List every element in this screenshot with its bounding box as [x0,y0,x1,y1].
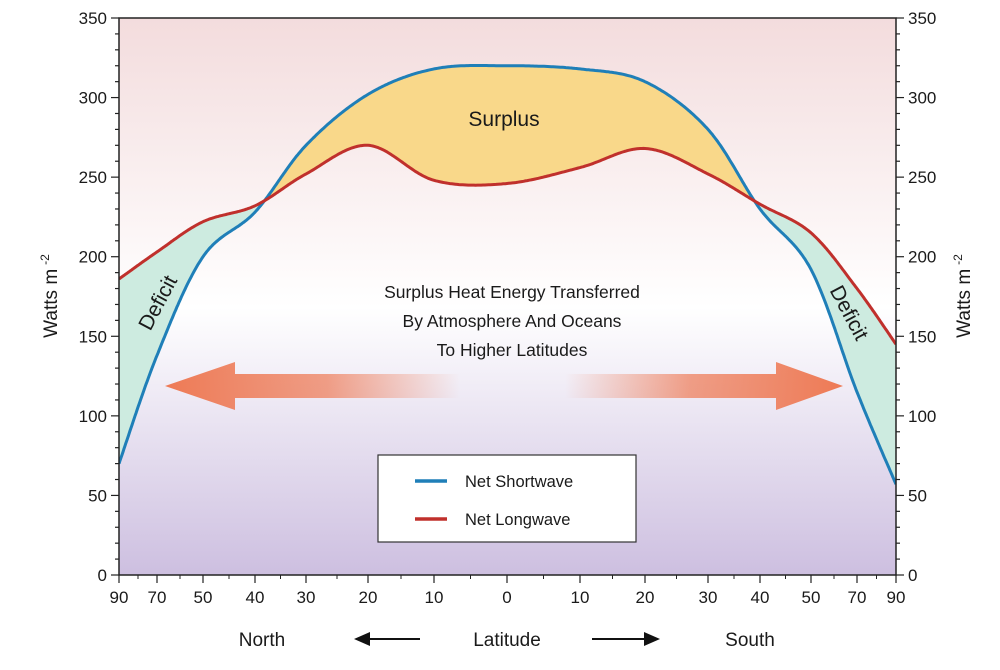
series-lines [119,64,896,485]
arrow-left [165,362,460,410]
y-axis-title-superscript-right: -2 [951,254,965,265]
y-tick-label-right: 50 [908,486,927,505]
x-tick-label: 50 [194,588,213,607]
y-tick-label-right: 100 [908,407,936,426]
x-tick-label: 30 [699,588,718,607]
x-axis-caption: North Latitude South [239,630,775,651]
x-axis-north-label: North [239,630,285,651]
deficit-area-4 [754,201,896,485]
legend-label-net-shortwave: Net Shortwave [465,473,573,491]
y-tick-label-right: 200 [908,248,936,267]
x-tick-label: 30 [297,588,316,607]
legend: Net Shortwave Net Longwave [377,454,637,543]
surplus-label: Surplus [468,108,539,131]
svg-text:Watts m-2: Watts m -2 [951,254,975,338]
x-tick-label: 40 [246,588,265,607]
y-tick-label-right: 250 [908,168,936,187]
x-tick-label: 50 [802,588,821,607]
svg-text:Watts m-2: Watts m -2 [38,254,62,338]
y-tick-label-left: 0 [98,566,107,585]
deficit-area-0 [119,200,266,464]
arrow-left-icon [354,632,420,646]
y-tick-label-left: 250 [79,168,107,187]
y-tick-label-left: 150 [79,327,107,346]
y-tick-label-left: 300 [79,89,107,108]
x-axis-title: Latitude [473,630,541,651]
y-tick-label-left: 100 [79,407,107,426]
y-axis-title-right: Watts m -2 [951,254,975,338]
heat-transfer-arrows [165,362,843,410]
x-tick-label: 20 [636,588,655,607]
series-line-net-shortwave [119,64,896,485]
y-tick-label-left: 200 [79,248,107,267]
y-tick-label-left: 350 [79,9,107,28]
y-tick-label-right: 0 [908,566,917,585]
x-tick-label: 40 [751,588,770,607]
x-tick-label: 70 [848,588,867,607]
x-tick-label: 90 [110,588,129,607]
legend-label-net-longwave: Net Longwave [465,511,571,529]
y-tick-label-right: 300 [908,89,936,108]
x-tick-label: 0 [502,588,511,607]
y-axis-title-text: Watts m [41,269,62,338]
x-tick-label: 20 [359,588,378,607]
x-tick-label: 10 [571,588,590,607]
y-tick-label-right: 150 [908,327,936,346]
y-axis-title-left: Watts m -2 [38,254,62,338]
x-tick-label: 70 [148,588,167,607]
annotation-line-2: By Atmosphere And Oceans [403,311,622,331]
y-tick-label-right: 350 [908,9,936,28]
x-tick-label: 90 [887,588,906,607]
annotation-line-1: Surplus Heat Energy Transferred [384,282,640,302]
legend-box [377,454,637,543]
y-axis-title-text-right: Watts m [954,269,975,338]
x-tick-label: 10 [425,588,444,607]
arrow-right [565,362,843,410]
y-axis-title-superscript: -2 [38,254,52,265]
arrow-right-icon [592,632,660,646]
annotation-line-3: To Higher Latitudes [437,340,588,360]
x-axis-south-label: South [725,630,775,651]
series-line-net-longwave [119,143,896,346]
surplus-area-2 [265,65,755,202]
y-tick-label-left: 50 [88,486,107,505]
